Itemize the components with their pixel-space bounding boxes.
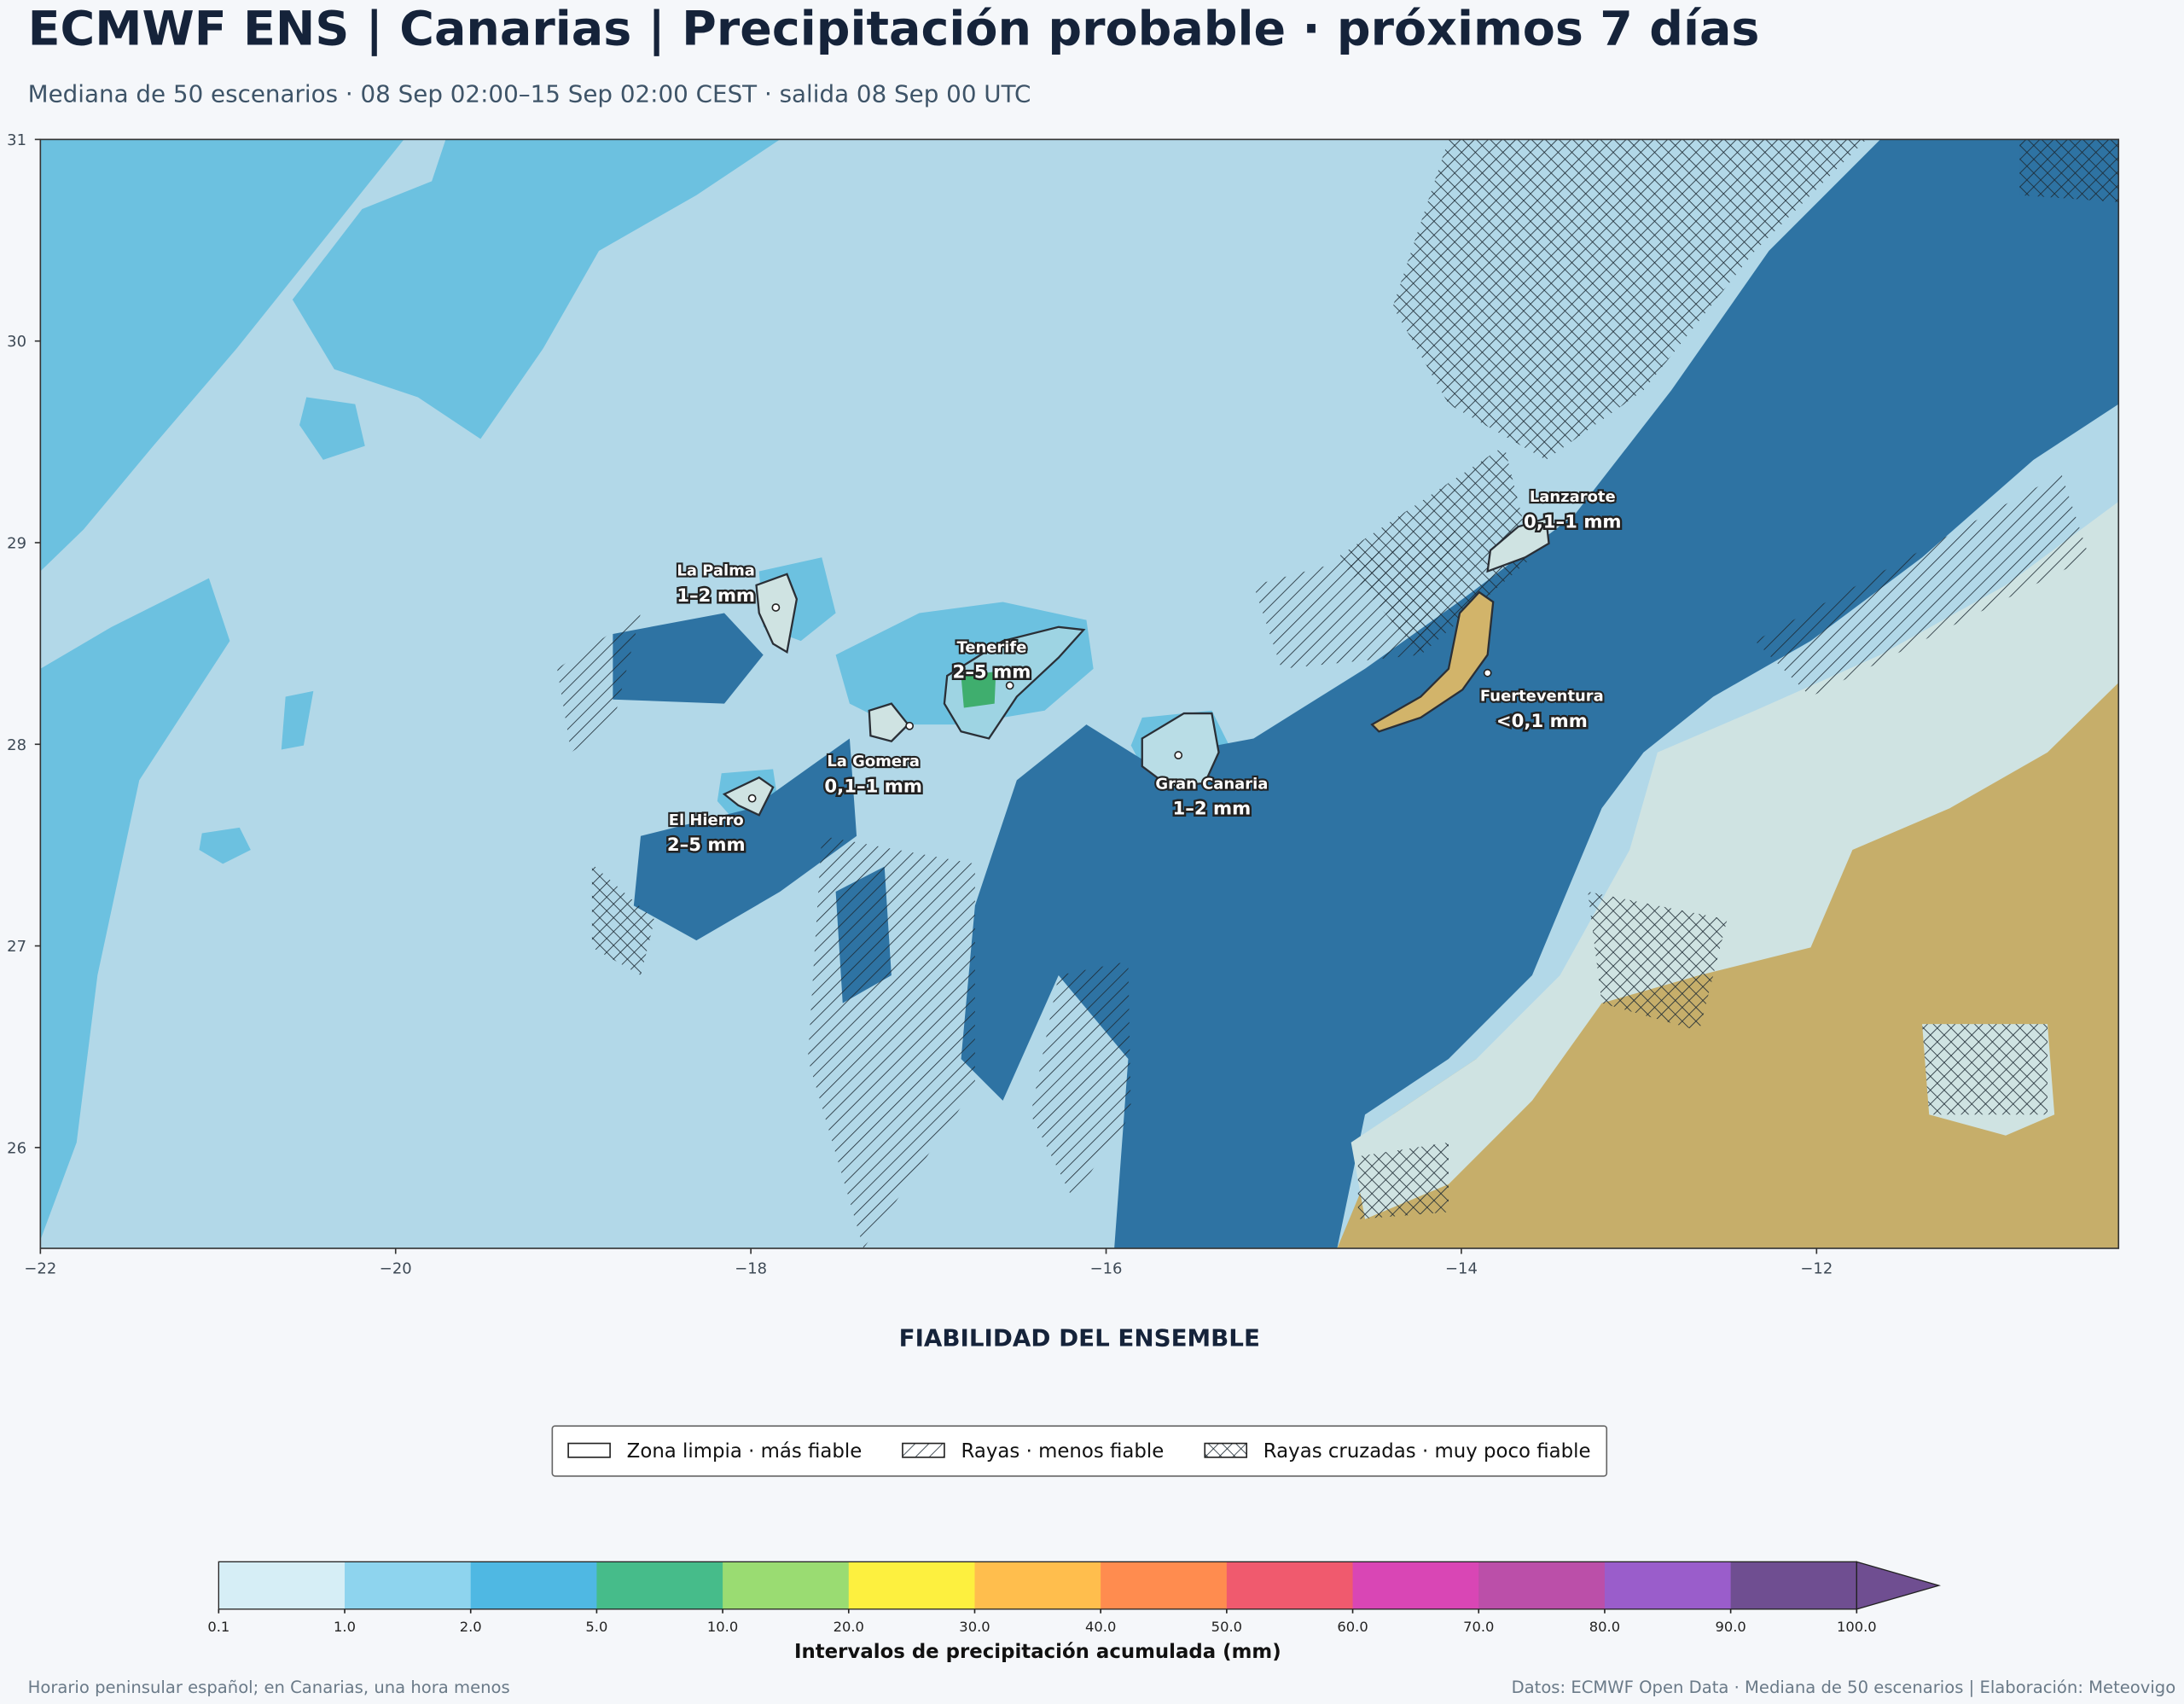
axes: −22 −20 −18 −16 −14 −12 26 27 28 29 30 31 bbox=[7, 131, 1833, 1277]
island-name: La Palma bbox=[677, 562, 755, 580]
legend-swatch bbox=[567, 1442, 611, 1458]
y-tick-label: 26 bbox=[7, 1139, 26, 1157]
colorbar-tick-label: 10.0 bbox=[707, 1619, 738, 1635]
colorbar-frame bbox=[218, 1561, 1857, 1610]
footer-right: Datos: ECMWF Open Data · Mediana de 50 e… bbox=[1512, 1678, 2176, 1697]
colorbar-segment bbox=[723, 1562, 850, 1609]
colorbar-segment bbox=[1352, 1562, 1479, 1609]
y-tick-label: 31 bbox=[7, 131, 26, 149]
island-name: Tenerife bbox=[956, 638, 1026, 656]
x-tick-label: −22 bbox=[24, 1259, 56, 1277]
colorbar-tick-label: 20.0 bbox=[834, 1619, 864, 1635]
colorbar-label: Intervalos de precipitación acumulada (m… bbox=[794, 1641, 1281, 1663]
coast-light bbox=[1350, 501, 2119, 1219]
legend-box bbox=[551, 1425, 1608, 1477]
legend-swatch bbox=[902, 1442, 945, 1458]
island-name: La Gomera bbox=[827, 753, 920, 771]
legend-label: Rayas cruzadas · muy poco fiable bbox=[1263, 1440, 1591, 1463]
map-frame bbox=[39, 138, 2120, 1249]
islands bbox=[722, 516, 1550, 817]
colorbar-segment bbox=[1604, 1562, 1732, 1609]
colorbar-segment bbox=[1730, 1562, 1857, 1609]
colorbar-segment bbox=[345, 1562, 472, 1609]
x-tick-label: −16 bbox=[1090, 1259, 1123, 1277]
colorbar-segment bbox=[1101, 1562, 1228, 1609]
colorbar-segment bbox=[470, 1562, 597, 1609]
y-tick-label: 29 bbox=[7, 535, 26, 553]
colorbar-segment bbox=[1226, 1562, 1354, 1609]
colorbar-tick-label: 90.0 bbox=[1715, 1619, 1745, 1635]
x-tick-label: −18 bbox=[735, 1259, 767, 1277]
island-value: 1–2 mm bbox=[1173, 799, 1252, 820]
colorbar-extend bbox=[1856, 1561, 1942, 1610]
island-value: 0,1–1 mm bbox=[1524, 511, 1622, 532]
colorbar-tick-label: 0.1 bbox=[207, 1619, 229, 1635]
island-value: 0,1–1 mm bbox=[824, 776, 922, 798]
x-tick-label: −12 bbox=[1800, 1259, 1833, 1277]
island-name: Gran Canaria bbox=[1155, 775, 1268, 793]
legend: Zona limpia · más fiable Rayas · menos fi… bbox=[567, 1440, 1591, 1463]
island-name: Lanzarote bbox=[1530, 488, 1616, 506]
island-name: El Hierro bbox=[669, 811, 744, 829]
y-tick-label: 27 bbox=[7, 938, 26, 956]
map: La Palma 1–2 mm Tenerife 2–5 mm La Gomera 0,1… bbox=[40, 139, 2119, 1248]
legend-swatch bbox=[1204, 1442, 1248, 1458]
colorbar-segment bbox=[596, 1562, 723, 1609]
colorbar-tick-label: 50.0 bbox=[1211, 1619, 1242, 1635]
colorbar-segment bbox=[848, 1562, 975, 1609]
footer-left: Horario peninsular español; en Canarias,… bbox=[28, 1678, 510, 1697]
colorbar-segment bbox=[1478, 1562, 1606, 1609]
island-value: 2–5 mm bbox=[667, 835, 746, 856]
island-name: Fuerteventura bbox=[1480, 687, 1604, 705]
x-tick-label: −14 bbox=[1445, 1259, 1478, 1277]
title: ECMWF ENS | Canarias | Precipitación pro… bbox=[28, 1, 1760, 56]
colorbar-segment bbox=[974, 1562, 1101, 1609]
subtitle: Mediana de 50 escenarios · 08 Sep 02:00–… bbox=[28, 79, 1031, 108]
colorbar-tick-label: 80.0 bbox=[1589, 1619, 1620, 1635]
colorbar-tick-label: 100.0 bbox=[1837, 1619, 1877, 1635]
colorbar-tick-label: 1.0 bbox=[334, 1619, 356, 1635]
colorbar-tick-label: 5.0 bbox=[585, 1619, 607, 1635]
island-value: <0,1 mm bbox=[1496, 711, 1588, 732]
y-tick-label: 28 bbox=[7, 736, 26, 754]
colorbar: 0.1 1.0 2.0 5.0 10.0 20.0 30.0 40.0 50.0 60.0 70.0… bbox=[207, 1561, 1942, 1635]
island-value: 1–2 mm bbox=[677, 585, 755, 607]
legend-title: FIABILIDAD DEL ENSEMBLE bbox=[899, 1323, 1260, 1352]
colorbar-tick-label: 70.0 bbox=[1463, 1619, 1494, 1635]
island-labels: La Palma 1–2 mm Tenerife 2–5 mm La Gomera 0,1… bbox=[665, 486, 1623, 858]
legend-label: Rayas · menos fiable bbox=[961, 1440, 1165, 1463]
colorbar-tick-label: 60.0 bbox=[1337, 1619, 1368, 1635]
hatching bbox=[557, 139, 2119, 1248]
island-dots bbox=[747, 603, 1492, 803]
y-tick-label: 30 bbox=[7, 333, 26, 351]
colorbar-tick-label: 2.0 bbox=[460, 1619, 482, 1635]
legend-label: Zona limpia · más fiable bbox=[627, 1440, 863, 1463]
x-tick-label: −20 bbox=[380, 1259, 412, 1277]
island-value: 2–5 mm bbox=[953, 662, 1031, 683]
colorbar-segment bbox=[218, 1562, 346, 1609]
colorbar-tick-label: 40.0 bbox=[1085, 1619, 1116, 1635]
colorbar-tick-label: 30.0 bbox=[959, 1619, 990, 1635]
